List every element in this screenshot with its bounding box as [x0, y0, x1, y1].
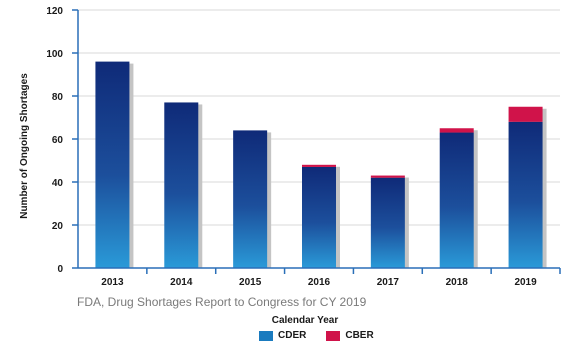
bar-cber-2018 — [439, 128, 474, 133]
y-tick-label: 100 — [46, 49, 63, 60]
gridlines — [78, 9, 560, 226]
y-tick-label: 0 — [57, 264, 63, 275]
legend-item-cder: CDER — [259, 330, 306, 341]
legend: CDER CBER — [259, 330, 390, 341]
legend-item-cber: CBER — [326, 330, 374, 341]
x-tick-label: 2017 — [377, 277, 400, 288]
axes — [72, 9, 561, 274]
bar-cder-2018 — [439, 132, 474, 268]
y-tick-label: 120 — [46, 6, 63, 17]
y-axis-title: Number of Ongoing Shortages — [19, 73, 30, 219]
y-tick-label: 20 — [52, 221, 64, 232]
legend-swatch-cber — [326, 330, 341, 341]
source-note: FDA, Drug Shortages Report to Congress f… — [77, 295, 367, 309]
x-tick-label: 2013 — [101, 277, 124, 288]
legend-label-cder: CDER — [278, 330, 307, 341]
bars — [95, 61, 547, 268]
bar-cder-2016 — [302, 166, 336, 268]
legend-label-cber: CBER — [345, 330, 374, 341]
x-tick-label: 2014 — [170, 277, 193, 288]
y-tick-label: 40 — [52, 178, 64, 189]
bar-cder-2019 — [508, 121, 543, 268]
bar-cder-2017 — [370, 177, 405, 268]
x-axis-title: Calendar Year — [272, 315, 339, 326]
bar-cber-2016 — [302, 164, 336, 167]
tick-labels: 0 20 40 60 80 100 120 2013 2014 2015 2016 2017 2018 2… — [46, 6, 537, 288]
bar-cber-2017 — [370, 175, 405, 178]
bar-cder-2014 — [164, 102, 199, 268]
x-tick-label: 2016 — [308, 277, 331, 288]
y-tick-label: 80 — [52, 92, 64, 103]
y-tick-label: 60 — [52, 135, 64, 146]
legend-swatch-cder — [259, 330, 273, 341]
bar-cder-2015 — [233, 130, 268, 268]
bar-cder-2013 — [95, 61, 130, 268]
x-tick-label: 2015 — [239, 277, 262, 288]
bar-cber-2019 — [508, 106, 543, 122]
x-tick-label: 2019 — [514, 277, 537, 288]
x-tick-label: 2018 — [446, 277, 469, 288]
